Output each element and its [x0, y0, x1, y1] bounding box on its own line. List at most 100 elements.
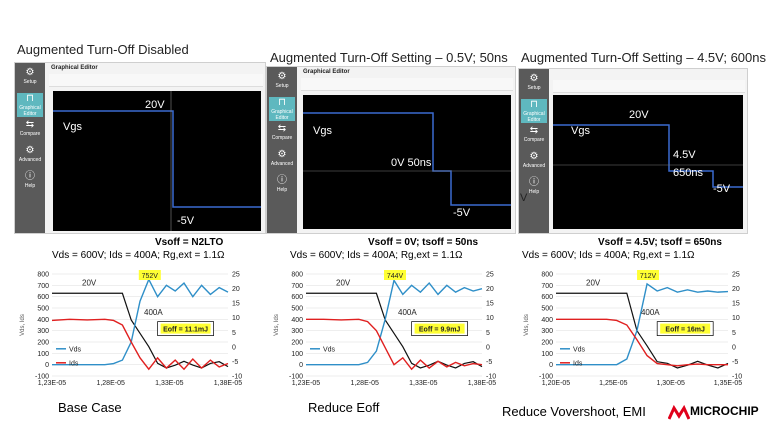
annotation-vds: 20V [82, 278, 97, 287]
label-mid2: 650ns [673, 167, 703, 179]
y2-tick-label: 10 [486, 315, 494, 322]
microchip-logo: MICROCHIP [667, 404, 759, 420]
annotation-vds: 20V [586, 278, 601, 287]
compare-icon: ⇆ [25, 119, 35, 130]
chart-svg: 800 700 600 500 400 300 200 100 0 -100 25 20 15 10 5 0 -… [524, 270, 743, 387]
peak-label: 752V [142, 273, 159, 280]
x-tick-label: 1,30E-05 [656, 380, 685, 387]
column-title-reduce-overshoot: Augmented Turn-Off Setting – 4.5V; 600ns [521, 50, 766, 65]
y2-tick-label: -10 [232, 374, 242, 381]
y2-tick-label: 25 [486, 272, 494, 279]
y-tick-label: -100 [539, 374, 553, 381]
sidebar-item-advanced[interactable]: ⚙ Advanced [270, 149, 294, 167]
y-tick-label: 600 [291, 294, 303, 301]
sidebar-item-setup[interactable]: ⚙ Setup [269, 71, 295, 95]
sidebar-item-advanced[interactable]: ⚙ Advanced [522, 151, 546, 169]
column-title-base: Augmented Turn-Off Disabled [17, 42, 189, 57]
y-tick-label: 500 [291, 306, 303, 313]
y-tick-label: 800 [37, 272, 49, 279]
y2-tick-label: -5 [486, 359, 492, 366]
annotation-ids: 400A [641, 308, 660, 317]
eoff-highlight [160, 323, 211, 334]
x-tick-label: 1,35E-05 [714, 380, 743, 387]
sidebar-item-compare[interactable]: ⇆ Compare [521, 125, 547, 149]
y-tick-label: 700 [291, 283, 303, 290]
x-tick-label: 1,33E-05 [155, 380, 184, 387]
peak-highlight [384, 270, 406, 280]
legend-label: Vds [69, 346, 82, 353]
y-tick-label: 300 [291, 328, 303, 335]
eoff-highlight [660, 323, 711, 334]
vgs-waveform-2 [303, 112, 511, 206]
y-tick-label: 400 [541, 317, 553, 324]
y-axis-label: Vds, Ids [274, 314, 280, 336]
sidebar-item-help[interactable]: ⓘ Help [521, 177, 547, 201]
x-tick-label: 1,23E-05 [292, 380, 321, 387]
editor-toolbar [553, 80, 745, 93]
y2-tick-label: 0 [732, 344, 736, 351]
y2-tick-label: 20 [732, 286, 740, 293]
legend-label: Ids [69, 360, 79, 367]
y2-tick-label: 10 [232, 315, 240, 322]
y2-tick-label: 15 [486, 301, 494, 308]
x-tick-label: 1,25E-05 [599, 380, 628, 387]
waveform-plot-2: Vgs 0V 50ns -5V [303, 95, 511, 229]
label-mid: 4.5V [673, 149, 696, 161]
editor-title: Graphical Editor [51, 65, 98, 71]
y2-tick-label: 0 [232, 344, 236, 351]
sidebar-item-graphical-editor[interactable]: ⊓ Graphical Editor [269, 97, 295, 121]
eoff-label: Eoff = 11.1mJ [163, 327, 208, 334]
sidebar-item-graphical-editor[interactable]: ⊓ Graphical Editor [17, 93, 43, 117]
y-tick-label: 600 [37, 294, 49, 301]
peak-highlight [138, 270, 161, 280]
peak-label: 744V [387, 273, 404, 280]
x-tick-label: 1,28E-05 [96, 380, 125, 387]
sidebar-item-compare[interactable]: ⇆ Compare [269, 123, 295, 147]
y-tick-label: 200 [291, 340, 303, 347]
label-high: 20V [145, 99, 165, 111]
vsoff-caption-2: Vsoff = 0V; tsoff = 50ns [368, 237, 479, 248]
series-line-vds [52, 277, 229, 366]
editor-toolbar [49, 74, 263, 87]
compare-icon: ⇆ [529, 125, 539, 136]
x-tick-label: 1,38E-05 [214, 380, 243, 387]
editor-panel-3: ⚙ Setup ⊓ Graphical Editor ⇆ Compare ⚙ Advan… [518, 68, 748, 234]
x-tick-label: 1,28E-05 [350, 380, 379, 387]
y-tick-label: 200 [37, 340, 49, 347]
y-tick-label: 300 [37, 328, 49, 335]
y-tick-label: -100 [289, 374, 303, 381]
sidebar-item-setup[interactable]: ⚙ Setup [17, 67, 43, 91]
y-tick-label: 100 [541, 351, 553, 358]
sidebar-item-setup[interactable]: ⚙ Setup [521, 73, 547, 97]
y-tick-label: 300 [541, 328, 553, 335]
series-line-vds [306, 278, 483, 366]
y-tick-label: 800 [291, 272, 303, 279]
y2-tick-label: -10 [486, 374, 496, 381]
x-tick-label: 1,23E-05 [38, 380, 67, 387]
vgs-waveform-1 [53, 91, 261, 231]
y-tick-label: 500 [37, 306, 49, 313]
stray-label: V [520, 192, 528, 204]
series-line-ids [51, 318, 229, 371]
vgs-series-line [556, 292, 729, 369]
gear-icon: ⚙ [25, 145, 35, 156]
label-low: -5V [713, 183, 731, 195]
label-high: 20V [629, 109, 649, 121]
sidebar-item-help[interactable]: ⓘ Help [269, 175, 295, 199]
y2-tick-label: 5 [486, 330, 490, 337]
editor-sidebar: ⚙ Setup ⊓ Graphical Editor ⇆ Compare ⚙ Advan… [519, 69, 549, 233]
sidebar-item-compare[interactable]: ⇆ Compare [17, 119, 43, 143]
waveform-plot-3: 20V Vgs 4.5V 650ns -5V [553, 95, 743, 229]
sidebar-item-advanced[interactable]: ⚙ Advanced [18, 145, 42, 163]
vgs-trace [553, 124, 743, 188]
vsoff-caption-3: Vsoff = 4.5V; tsoff = 650ns [598, 237, 722, 248]
y2-tick-label: 5 [732, 330, 736, 337]
x-tick-label: 1,33E-05 [409, 380, 438, 387]
y-axis-label: Vds, Ids [20, 314, 26, 336]
settings-icon: ⚙ [277, 71, 287, 82]
vgs-series-line [306, 292, 483, 369]
sidebar-item-help[interactable]: ⓘ Help [17, 171, 43, 195]
y-tick-label: 400 [37, 317, 49, 324]
waveform-icon: ⊓ [530, 99, 538, 110]
sidebar-item-graphical-editor[interactable]: ⊓ Graphical Editor [521, 99, 547, 123]
